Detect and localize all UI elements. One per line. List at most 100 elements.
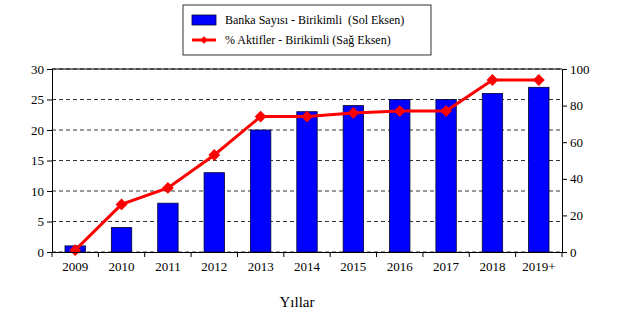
marker (116, 199, 128, 211)
x-divider (237, 252, 238, 257)
marker (255, 111, 267, 123)
marker (162, 182, 174, 194)
marker (533, 74, 545, 86)
x-divider (191, 252, 192, 257)
tick-mark (47, 252, 52, 253)
marker (440, 105, 452, 117)
marker (301, 111, 313, 123)
x-divider (144, 252, 145, 257)
tick-mark (562, 69, 567, 70)
tick: 5 (38, 214, 53, 229)
tick-label: 100 (570, 62, 590, 77)
tick: 2019+ (522, 252, 555, 274)
marker (347, 107, 359, 119)
line (75, 80, 539, 250)
legend-marker (200, 36, 208, 44)
tick: 2017 (433, 252, 460, 274)
tick-mark (562, 179, 567, 180)
tick: 0 (38, 245, 53, 260)
tick-label: 5 (38, 214, 45, 229)
tick-label: 2011 (155, 259, 181, 274)
grid (52, 69, 562, 252)
tick-mark (47, 161, 52, 162)
tick-label: 2013 (248, 259, 274, 274)
tick: 2013 (248, 252, 274, 274)
x-axis: 2009 2010 2011 2012 2013 2014 2015 2016 2017 2018… (53, 252, 563, 274)
x-divider (283, 252, 284, 257)
tick: 60 (562, 135, 583, 150)
marker (394, 105, 406, 117)
x-divider (515, 252, 516, 257)
tick: 2018 (479, 252, 505, 274)
tick: 20 (562, 208, 583, 223)
tick: 15 (31, 153, 52, 168)
tick: 80 (562, 98, 583, 113)
tick: 30 (31, 62, 52, 77)
tick-label: 80 (570, 98, 583, 113)
tick-label: 2017 (433, 259, 460, 274)
x-divider (469, 252, 470, 257)
chart: 0 5 10 15 20 25 30 0 20 40 60 80 100 2009 2010 2011 2012… (0, 0, 619, 330)
marker (487, 74, 499, 86)
tick: 2009 (62, 252, 88, 274)
tick-mark (562, 106, 567, 107)
bar (204, 173, 224, 252)
tick-mark (47, 130, 52, 131)
tick-label: 60 (570, 135, 583, 150)
tick-label: 2009 (62, 259, 88, 274)
y-axis: 0 5 10 15 20 25 30 (31, 62, 53, 260)
bar (158, 203, 178, 252)
bar (390, 100, 410, 253)
x-axis-title: Yıllar (280, 294, 315, 310)
legend: Banka Sayısı - Birikimli (Sol Eksen) % Ak… (183, 5, 431, 55)
tick: 10 (31, 184, 52, 199)
tick: 2011 (155, 252, 181, 274)
tick-label: 2015 (340, 259, 366, 274)
tick-mark (562, 142, 567, 143)
legend-box (183, 5, 431, 55)
axis-line (53, 252, 563, 253)
tick-label: 2019+ (522, 259, 555, 274)
plot-area (65, 74, 549, 256)
tick-mark (562, 215, 567, 216)
axis-line (563, 70, 568, 253)
tick-label: 30 (31, 62, 44, 77)
x-divider (98, 252, 99, 257)
bar (482, 93, 502, 252)
tick: 2016 (387, 252, 414, 274)
x-divider (330, 252, 331, 257)
markers (69, 74, 544, 256)
tick: 2010 (109, 252, 135, 274)
tick-label: 0 (570, 245, 577, 260)
legend-swatch (192, 15, 216, 25)
marker (69, 244, 81, 256)
legend-label: Banka Sayısı - Birikimli (Sol Eksen) (225, 13, 404, 27)
tick-label: 25 (31, 92, 44, 107)
tick-label: 2018 (479, 259, 505, 274)
axis-line (47, 70, 53, 253)
tick-label: 20 (31, 123, 44, 138)
marker (208, 149, 220, 161)
bar (297, 112, 317, 252)
tick: 2014 (294, 252, 321, 274)
tick: 0 (562, 245, 577, 260)
bar (250, 130, 270, 252)
tick: 20 (31, 123, 52, 138)
tick-label: 15 (31, 153, 44, 168)
bar-series (65, 87, 549, 252)
tick-mark (47, 69, 52, 70)
tick-label: 40 (570, 171, 583, 186)
bar (436, 100, 456, 253)
y2-axis: 0 20 40 60 80 100 (562, 62, 590, 260)
bar (529, 87, 549, 252)
tick-mark (47, 191, 52, 192)
tick-mark (47, 100, 52, 101)
tick-mark (562, 252, 567, 253)
tick: 25 (31, 92, 52, 107)
bar (343, 106, 363, 252)
tick-label: 0 (38, 245, 45, 260)
bar (111, 228, 131, 252)
tick: 2012 (201, 252, 227, 274)
legend-label: % Aktifler - Birikimli (Sağ Eksen) (225, 33, 391, 47)
tick-label: 2016 (387, 259, 414, 274)
